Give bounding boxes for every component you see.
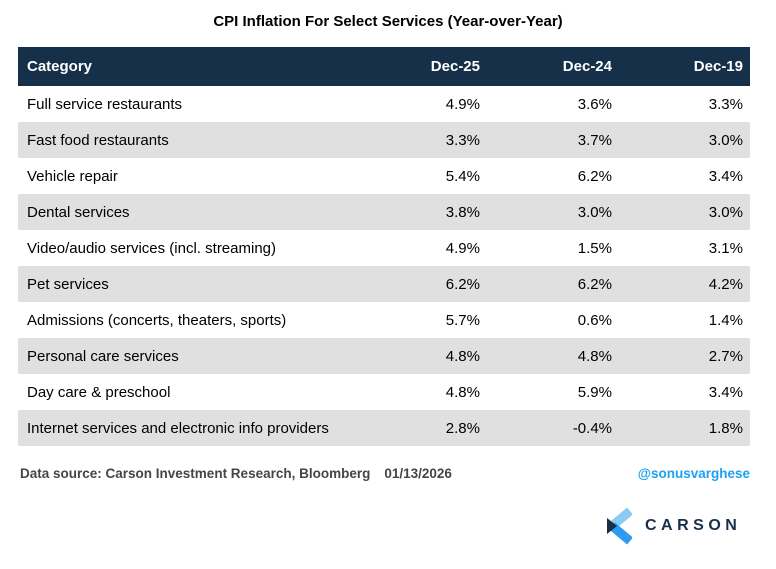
table-row: Full service restaurants 4.9% 3.6% 3.3% bbox=[18, 86, 750, 122]
row-value-dec25: 2.8% bbox=[445, 419, 480, 437]
row-category-label: Admissions (concerts, theaters, sports) bbox=[27, 311, 287, 329]
date-label: 01/13/2026 bbox=[384, 466, 452, 481]
row-value-dec24: 3.7% bbox=[577, 131, 612, 149]
row-value-dec19: 1.8% bbox=[708, 419, 743, 437]
row-value-dec24: 6.2% bbox=[577, 275, 612, 293]
column-header-dec19: Dec-19 bbox=[693, 58, 743, 75]
carson-wordmark: CARSON bbox=[645, 517, 742, 534]
column-header-category: Category bbox=[27, 58, 93, 75]
row-value-dec24: 0.6% bbox=[577, 311, 612, 329]
row-value-dec25: 5.7% bbox=[445, 311, 480, 329]
carson-logo: CARSON bbox=[607, 506, 741, 546]
row-category-label: Dental services bbox=[27, 203, 130, 221]
row-value-dec24: 5.9% bbox=[577, 383, 612, 401]
row-value-dec24: 4.8% bbox=[577, 347, 612, 365]
row-category-label: Video/audio services (incl. streaming) bbox=[27, 239, 277, 257]
row-value-dec19: 3.0% bbox=[708, 203, 743, 221]
row-value-dec24: 6.2% bbox=[577, 167, 612, 185]
row-value-dec19: 3.0% bbox=[708, 131, 743, 149]
row-category-label: Day care & preschool bbox=[27, 383, 171, 401]
table-row: Fast food restaurants 3.3% 3.7% 3.0% bbox=[18, 122, 750, 158]
row-value-dec25: 3.8% bbox=[445, 203, 480, 221]
data-source-text: Data source: Carson Investment Research,… bbox=[20, 466, 452, 481]
row-category-label: Pet services bbox=[27, 275, 109, 293]
row-value-dec19: 3.4% bbox=[708, 383, 743, 401]
column-header-dec24: Dec-24 bbox=[562, 58, 612, 75]
row-value-dec19: 3.3% bbox=[708, 95, 743, 113]
table-row: Personal care services 4.8% 4.8% 2.7% bbox=[18, 338, 750, 374]
source-label: Data source: Carson Investment Research,… bbox=[20, 466, 371, 481]
table-row: Video/audio services (incl. streaming) 4… bbox=[18, 230, 750, 266]
row-value-dec19: 1.4% bbox=[708, 311, 743, 329]
table-row: Day care & preschool 4.8% 5.9% 3.4% bbox=[18, 374, 750, 410]
row-value-dec24: 3.0% bbox=[577, 203, 612, 221]
row-category-label: Personal care services bbox=[27, 347, 179, 365]
row-value-dec25: 4.9% bbox=[445, 239, 480, 257]
table-header-row: Category Dec-25 Dec-24 Dec-19 bbox=[18, 47, 750, 86]
row-category-label: Vehicle repair bbox=[27, 167, 118, 185]
row-category-label: Full service restaurants bbox=[27, 95, 183, 113]
twitter-handle: @sonusvarghese bbox=[637, 466, 750, 481]
row-value-dec24: -0.4% bbox=[572, 419, 612, 437]
row-value-dec19: 4.2% bbox=[708, 275, 743, 293]
footer: Data source: Carson Investment Research,… bbox=[20, 466, 750, 481]
column-header-dec25: Dec-25 bbox=[430, 58, 480, 75]
row-value-dec25: 4.8% bbox=[445, 383, 480, 401]
row-value-dec24: 3.6% bbox=[577, 95, 612, 113]
table-row: Dental services 3.8% 3.0% 3.0% bbox=[18, 194, 750, 230]
table-body: Full service restaurants 4.9% 3.6% 3.3% … bbox=[18, 86, 750, 446]
row-value-dec19: 2.7% bbox=[708, 347, 743, 365]
table-row: Admissions (concerts, theaters, sports) … bbox=[18, 302, 750, 338]
row-value-dec25: 6.2% bbox=[445, 275, 480, 293]
page-title: CPI Inflation For Select Services (Year-… bbox=[213, 13, 563, 30]
row-value-dec25: 3.3% bbox=[445, 131, 480, 149]
table-row: Internet services and electronic info pr… bbox=[18, 410, 750, 446]
row-value-dec25: 4.8% bbox=[445, 347, 480, 365]
row-category-label: Internet services and electronic info pr… bbox=[27, 419, 329, 437]
carson-logo-icon bbox=[607, 507, 632, 545]
row-value-dec24: 1.5% bbox=[577, 239, 612, 257]
table-row: Vehicle repair 5.4% 6.2% 3.4% bbox=[18, 158, 750, 194]
table-row: Pet services 6.2% 6.2% 4.2% bbox=[18, 266, 750, 302]
row-value-dec25: 4.9% bbox=[445, 95, 480, 113]
cpi-table: Category Dec-25 Dec-24 Dec-19 Full servi… bbox=[18, 47, 750, 446]
row-value-dec19: 3.1% bbox=[708, 239, 743, 257]
row-value-dec19: 3.4% bbox=[708, 167, 743, 185]
row-value-dec25: 5.4% bbox=[445, 167, 480, 185]
row-category-label: Fast food restaurants bbox=[27, 131, 169, 149]
